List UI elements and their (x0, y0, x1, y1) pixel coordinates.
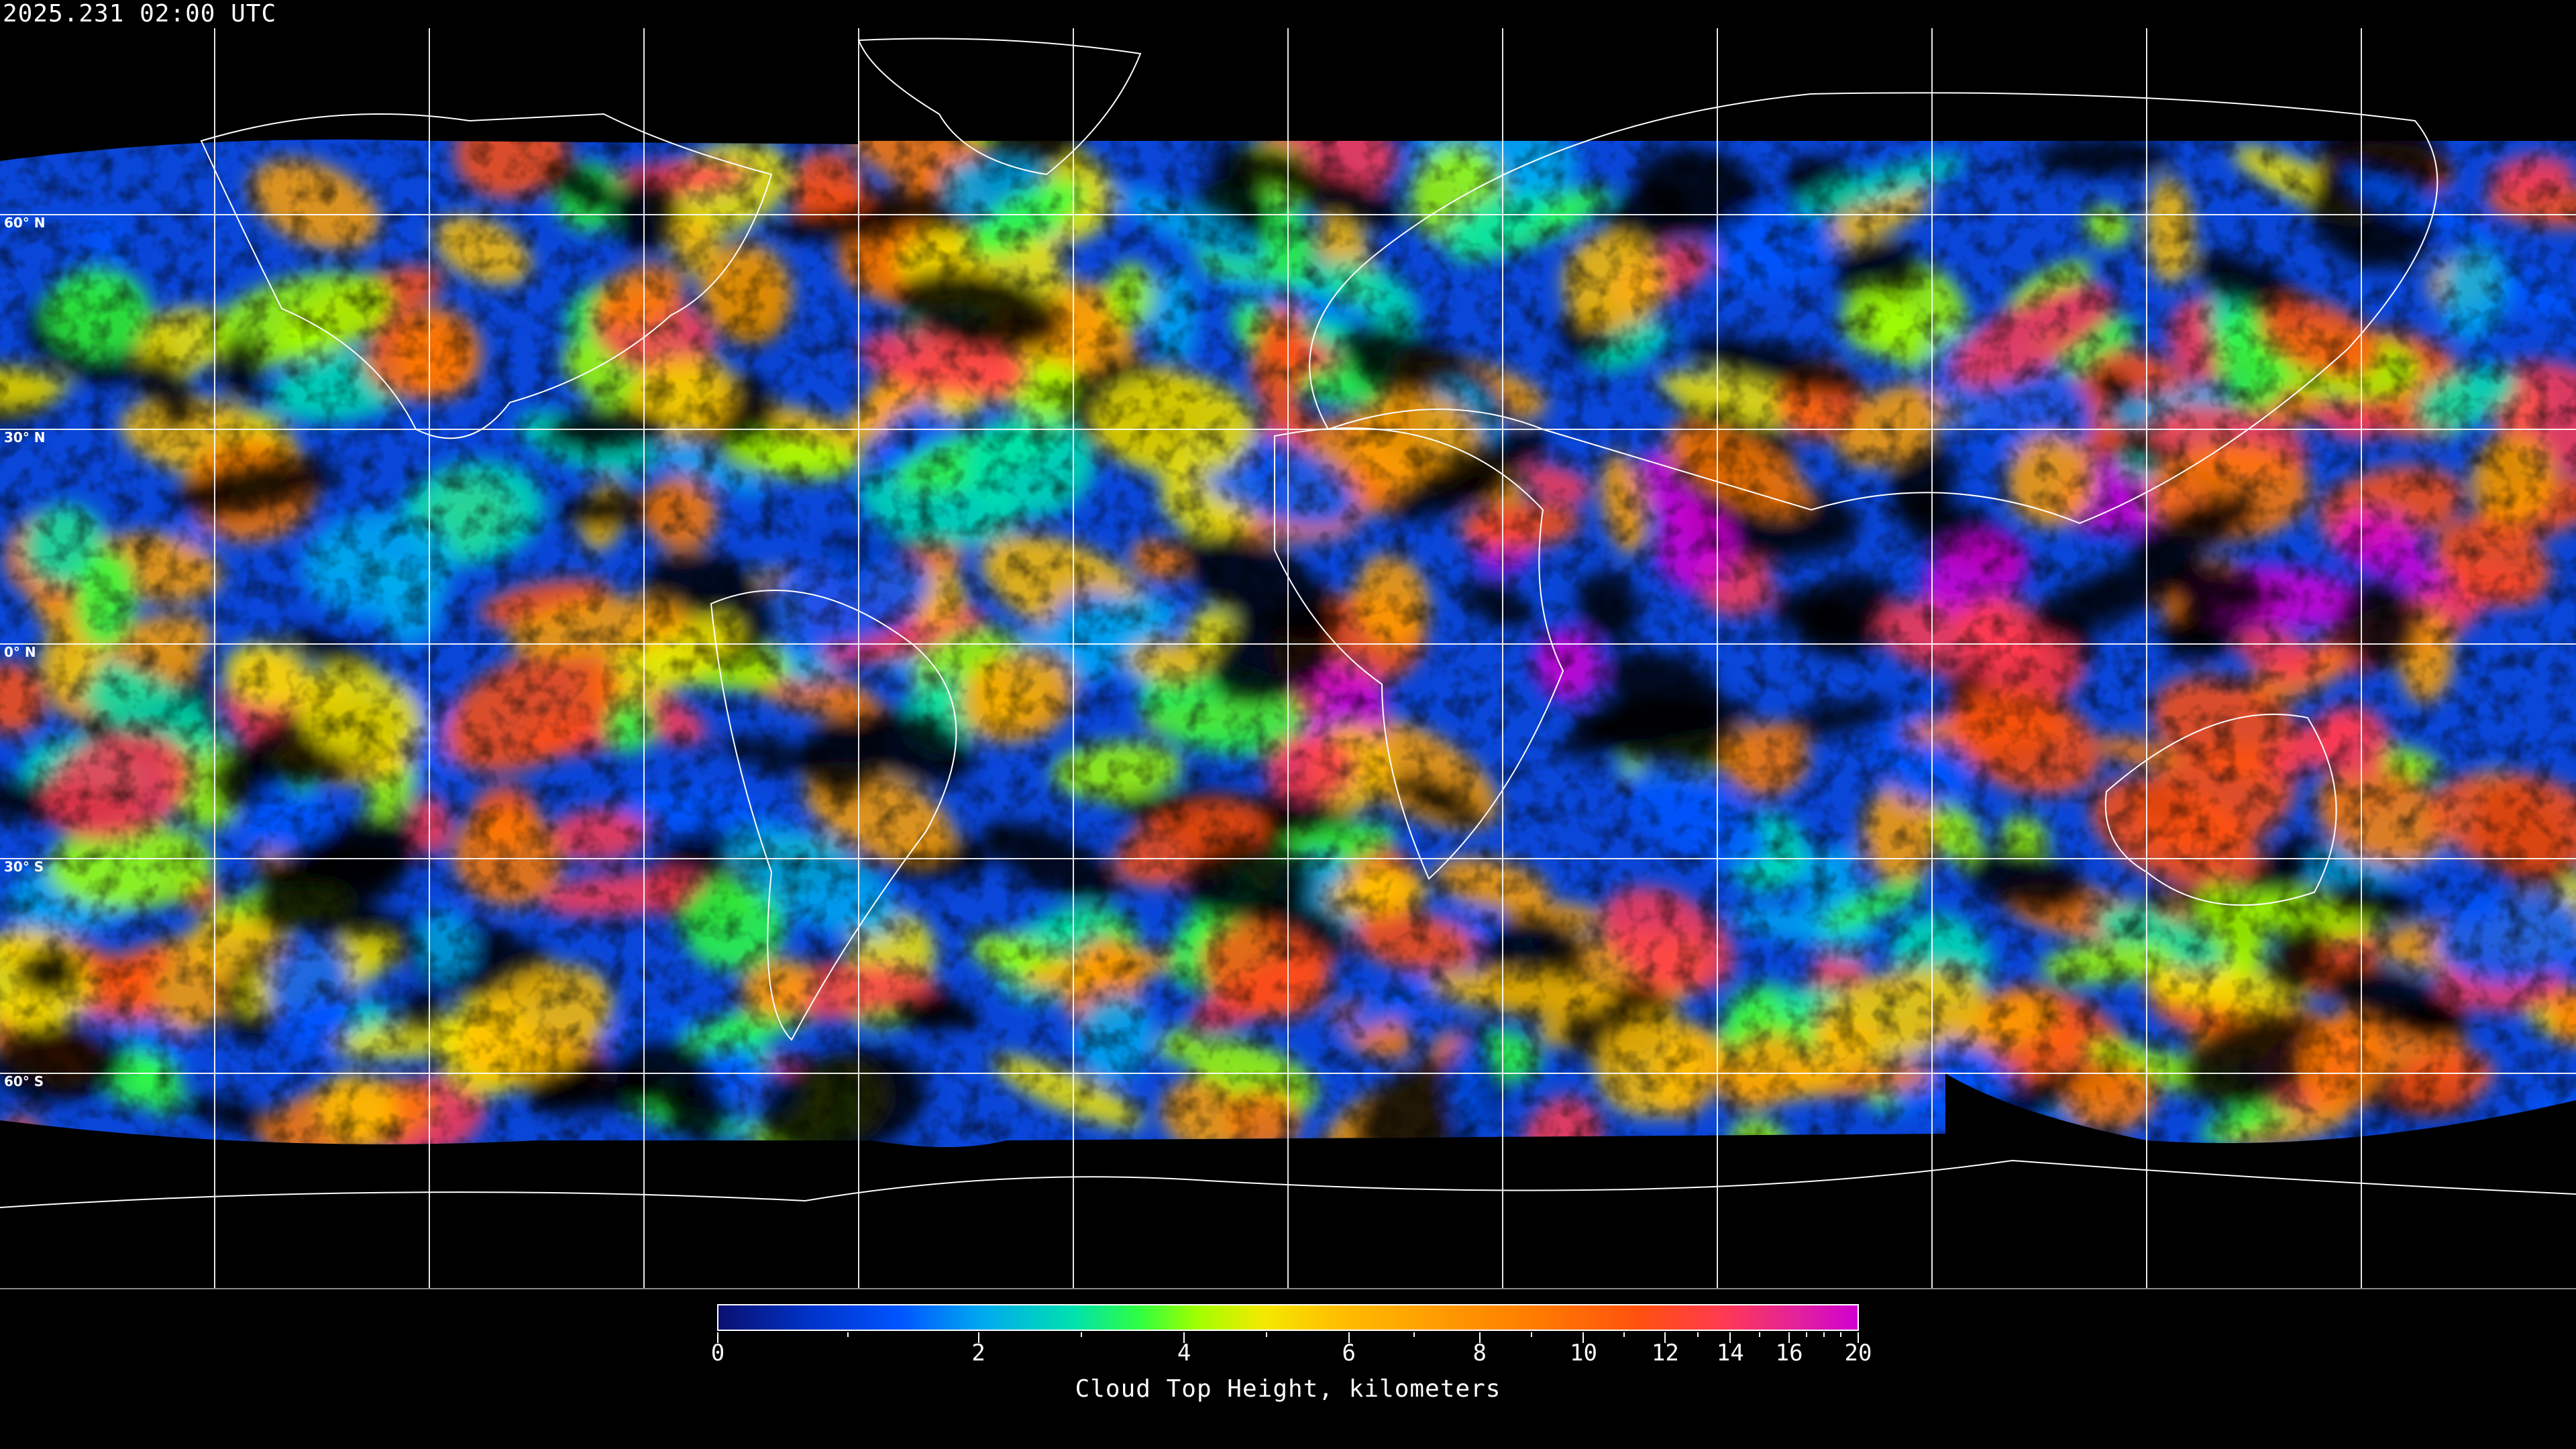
colorbar-tick-label: 12 (1651, 1340, 1679, 1366)
graticule (0, 28, 2576, 1288)
colorbar-minor-tick (1840, 1332, 1842, 1337)
colorbar-minor-tick (1623, 1332, 1625, 1337)
lat-label-equator: 0° N (4, 644, 36, 660)
cloud-top-height-map: 2025.231 02:00 UTC 60° N 30° N 0° N 30° … (0, 0, 2576, 1289)
colorbar-minor-tick (847, 1332, 849, 1337)
colorbar-minor-tick (1805, 1332, 1807, 1337)
colorbar-major-tick (1729, 1332, 1731, 1343)
timestamp: 2025.231 02:00 UTC (3, 0, 277, 28)
colorbar-major-tick (1479, 1332, 1481, 1343)
colorbar-tick-label: 14 (1716, 1340, 1744, 1366)
lat-label-30n: 30° N (4, 429, 46, 445)
colorbar-minor-tick (1823, 1332, 1825, 1337)
colorbar-tick-label: 0 (710, 1340, 725, 1366)
colorbar-minor-tick (1265, 1332, 1267, 1337)
colorbar-major-tick (1582, 1332, 1585, 1343)
colorbar-minor-tick (1413, 1332, 1415, 1337)
colorbar-tick-label: 20 (1844, 1340, 1872, 1366)
satellite-imagery (0, 28, 2576, 1288)
colorbar-major-tick (717, 1332, 718, 1343)
colorbar-minor-tick (1531, 1332, 1533, 1337)
colorbar-minor-tick (1080, 1332, 1082, 1337)
colorbar-major-tick (977, 1332, 979, 1343)
coastline-australia (2104, 713, 2337, 906)
coastline-antarctica (0, 1159, 2576, 1208)
colorbar-major-tick (1664, 1332, 1666, 1343)
colorbar-title: Cloud Top Height, kilometers (1075, 1375, 1501, 1403)
lat-label-60s: 60° S (4, 1073, 44, 1089)
colorbar-minor-tick (1697, 1332, 1699, 1337)
lat-label-60n: 60° N (4, 215, 46, 231)
lat-label-30s: 30° S (4, 859, 44, 875)
colorbar-tick-label: 4 (1177, 1340, 1191, 1366)
coastline-africa (1274, 427, 1564, 880)
coastline-south-america (710, 590, 957, 1041)
colorbar-tick-label: 2 (971, 1340, 985, 1366)
colorbar-tick-label: 8 (1472, 1340, 1487, 1366)
colorbar-minor-tick (1759, 1332, 1761, 1337)
colorbar-major-tick (1858, 1332, 1859, 1343)
coastline-eurasia (1309, 92, 2438, 525)
colorbar-major-tick (1183, 1332, 1185, 1343)
coastline-north-america (200, 113, 773, 439)
colorbar-major-tick (1348, 1332, 1350, 1343)
colorbar-major-tick (1788, 1332, 1790, 1343)
colorbar-tick-label: 16 (1775, 1340, 1803, 1366)
colorbar (717, 1304, 1859, 1331)
colorbar-tick-label: 6 (1342, 1340, 1356, 1366)
colorbar-tick-label: 10 (1569, 1340, 1597, 1366)
